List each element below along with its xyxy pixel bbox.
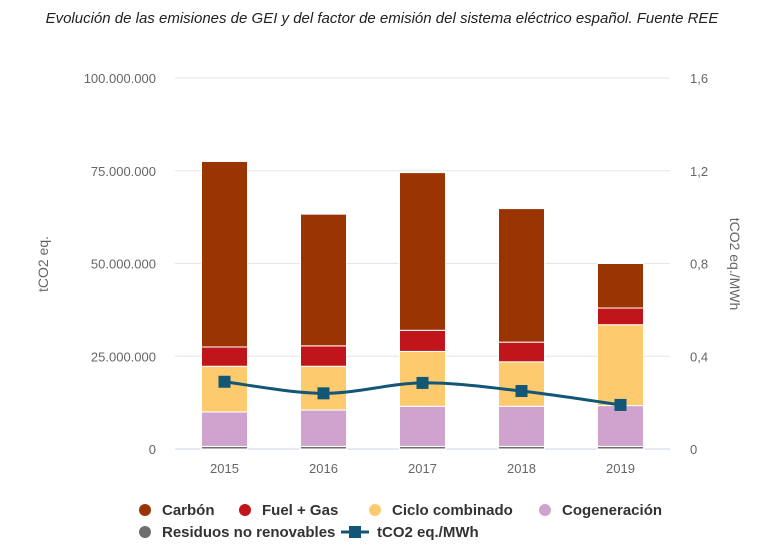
bar-fuel-gas-2018 xyxy=(498,341,545,363)
legend-item: Residuos no renovables xyxy=(139,524,335,541)
bar-cogeneraci-n-2015 xyxy=(201,411,248,447)
bar-carb-n-2019 xyxy=(597,263,644,309)
y2-tick-label: 0,8 xyxy=(690,257,708,272)
y2-tick-label: 0 xyxy=(690,442,697,457)
bar-cogeneraci-n-2018 xyxy=(498,405,545,447)
line-series xyxy=(218,375,627,411)
legend-label: Fuel + Gas xyxy=(262,502,338,519)
bar-carb-n-2018 xyxy=(498,208,545,343)
bars xyxy=(201,160,644,450)
x-tick-label: 2017 xyxy=(408,461,437,476)
bar-ciclo-combinado-2018 xyxy=(498,361,545,407)
legend-dot xyxy=(139,526,151,538)
y-tick-label: 75.000.000 xyxy=(91,164,156,179)
y-tick-label: 50.000.000 xyxy=(91,257,156,272)
y2-tick-label: 0,4 xyxy=(690,349,708,364)
line-point-2015 xyxy=(218,375,231,388)
legend-square-symbol xyxy=(349,526,361,538)
bar-ciclo-combinado-2015 xyxy=(201,365,248,413)
legend-item: Fuel + Gas xyxy=(239,502,338,519)
legend-item: Cogeneración xyxy=(539,502,662,519)
legend-label: tCO2 eq./MWh xyxy=(377,524,479,541)
x-tick-label: 2016 xyxy=(309,461,338,476)
bar-carb-n-2016 xyxy=(300,213,347,347)
y2-tick-label: 1,6 xyxy=(690,71,708,86)
x-axis-ticks: 2015 2016 2017 2018 2019 xyxy=(210,461,635,476)
legend-dot xyxy=(369,504,381,516)
legend-item: Carbón xyxy=(139,502,215,519)
y-axis-title: tCO2 eq. xyxy=(35,236,51,292)
bar-cogeneraci-n-2017 xyxy=(399,405,446,447)
x-tick-label: 2019 xyxy=(606,461,635,476)
legend-dot xyxy=(539,504,551,516)
bar-fuel-gas-2015 xyxy=(201,346,248,367)
y2-tick-label: 1,2 xyxy=(690,164,708,179)
y-tick-label: 100.000.000 xyxy=(84,71,156,86)
legend-label: Ciclo combinado xyxy=(392,502,513,519)
x-tick-label: 2018 xyxy=(507,461,536,476)
line-point-2017 xyxy=(416,376,429,389)
legend-item: tCO2 eq./MWh xyxy=(341,524,479,541)
line-point-2019 xyxy=(614,398,627,411)
y2-axis-title: tCO2 eq./MWh xyxy=(727,218,743,311)
legend-label: Carbón xyxy=(162,502,215,519)
y-tick-label: 25.000.000 xyxy=(91,349,156,364)
bar-cogeneraci-n-2019 xyxy=(597,405,644,447)
bar-carb-n-2017 xyxy=(399,172,446,331)
bar-fuel-gas-2017 xyxy=(399,329,446,352)
line-point-2016 xyxy=(317,387,330,400)
chart-title: Evolución de las emisiones de GEI y del … xyxy=(45,10,719,27)
legend-dot xyxy=(139,504,151,516)
x-tick-label: 2015 xyxy=(210,461,239,476)
legend: Carbón Fuel + Gas Ciclo combinado Cogenerac… xyxy=(139,502,662,541)
line-point-2018 xyxy=(515,385,528,398)
bar-ciclo-combinado-2019 xyxy=(597,324,644,407)
bar-carb-n-2015 xyxy=(201,160,248,348)
legend-item: Ciclo combinado xyxy=(369,502,513,519)
legend-label: Residuos no renovables xyxy=(162,524,335,541)
legend-label: Cogeneración xyxy=(562,502,662,519)
bar-fuel-gas-2016 xyxy=(300,345,347,367)
y-axis-ticks: 0 25.000.000 50.000.000 75.000.000 100.000.0… xyxy=(84,71,156,457)
bar-cogeneraci-n-2016 xyxy=(300,409,347,447)
y2-axis-ticks: 0 0,4 0,8 1,2 1,6 xyxy=(690,71,708,457)
legend-dot xyxy=(239,504,251,516)
bar-fuel-gas-2019 xyxy=(597,307,644,326)
y-tick-label: 0 xyxy=(149,442,156,457)
